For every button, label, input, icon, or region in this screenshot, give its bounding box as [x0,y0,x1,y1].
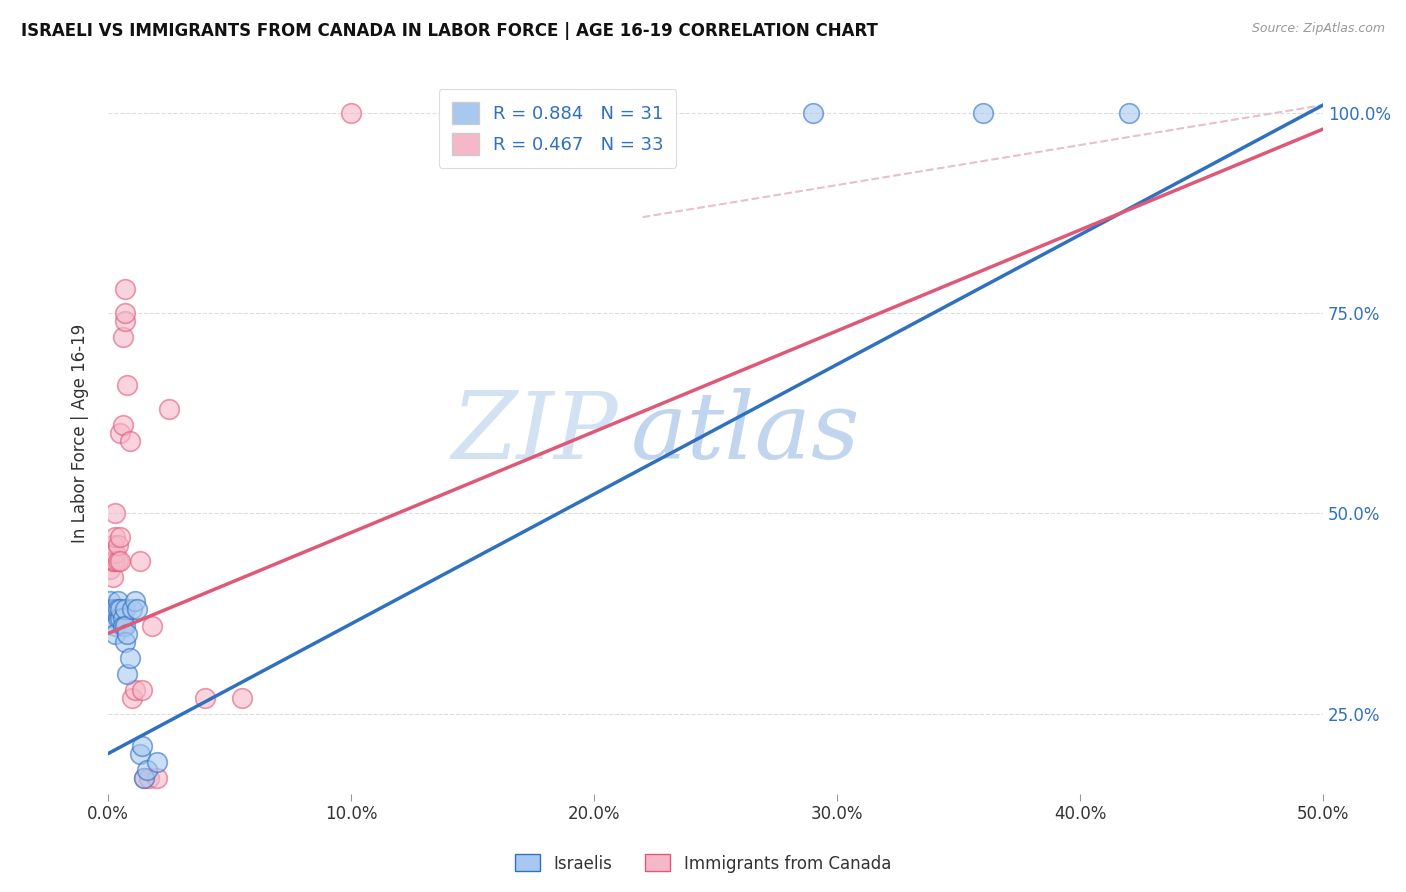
Point [121,602,143,616]
Point [131,682,153,697]
Point [134,771,156,785]
Text: Source: ZipAtlas.com: Source: ZipAtlas.com [1251,22,1385,36]
Point [114,306,136,320]
Point [340,106,363,120]
Point [100,602,122,616]
Point [107,610,129,624]
Point [118,434,141,449]
Point [111,330,134,344]
Point [972,106,994,120]
Point [128,747,150,761]
Point [135,763,157,777]
Point [104,507,127,521]
Point [121,690,143,705]
Point [111,610,134,624]
Point [104,626,127,640]
Point [107,554,129,568]
Point [114,282,136,296]
Point [117,378,139,392]
Point [101,538,124,552]
Point [104,530,127,544]
Point [117,666,139,681]
Point [114,314,136,328]
Legend: R = 0.884   N = 31, R = 0.467   N = 33: R = 0.884 N = 31, R = 0.467 N = 33 [439,89,676,168]
Point [107,594,129,608]
Y-axis label: In Labor Force | Age 16-19: In Labor Force | Age 16-19 [72,324,89,543]
Point [157,402,180,417]
Text: ZIP: ZIP [451,388,619,478]
Point [134,771,156,785]
Point [194,690,217,705]
Point [231,690,253,705]
Point [124,594,146,608]
Point [104,618,127,632]
Point [124,682,146,697]
Point [108,602,131,616]
Point [101,602,124,616]
Point [108,554,131,568]
Point [145,771,167,785]
Text: atlas: atlas [630,388,860,478]
Point [117,626,139,640]
Point [1118,106,1140,120]
Point [141,618,163,632]
Point [145,755,167,769]
Point [107,602,129,616]
Point [104,546,127,560]
Point [138,771,160,785]
Point [127,602,149,616]
Point [104,602,127,616]
Point [108,610,131,624]
Point [111,618,134,632]
Point [108,530,131,544]
Point [107,538,129,552]
Point [108,426,131,441]
Point [101,610,124,624]
Point [101,570,124,584]
Point [101,554,124,568]
Point [114,618,136,632]
Point [104,554,127,568]
Point [114,634,136,648]
Point [801,106,824,120]
Legend: Israelis, Immigrants from Canada: Israelis, Immigrants from Canada [508,847,898,880]
Point [131,739,153,753]
Point [111,418,134,433]
Point [100,546,122,560]
Point [100,594,122,608]
Point [114,602,136,616]
Point [118,650,141,665]
Point [128,554,150,568]
Point [100,562,122,576]
Text: ISRAELI VS IMMIGRANTS FROM CANADA IN LABOR FORCE | AGE 16-19 CORRELATION CHART: ISRAELI VS IMMIGRANTS FROM CANADA IN LAB… [21,22,877,40]
